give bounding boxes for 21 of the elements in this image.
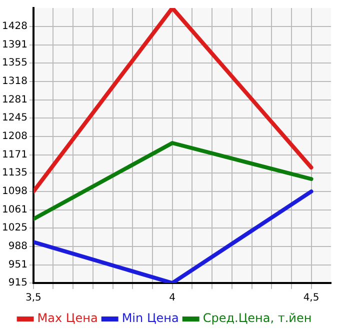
x-tick-label: 3,5 [25,292,42,304]
y-tick-label: 1208 [2,131,28,142]
x-tick-label: 4,5 [303,292,320,304]
y-tick-label: 951 [8,260,28,271]
y-tick-label: 1135 [2,168,28,179]
legend-label: Max Цена [37,311,98,326]
y-tick-label: 1171 [2,150,28,161]
legend-label: Сред.Цена, т.йен [202,311,312,326]
y-tick-label: 1355 [2,58,28,69]
y-tick-label: 1061 [2,204,28,216]
y-tick-label: 988 [8,241,28,252]
y-tick-label: 1318 [2,76,28,88]
y-tick-label: 1025 [2,222,28,234]
y-tick-label: 1281 [2,94,28,106]
y-tick-label: 1098 [2,186,28,198]
y-tick-label: 1245 [2,112,28,124]
y-tick-label: 1428 [2,21,28,32]
y-tick-label: 1391 [2,40,28,51]
legend-label: Min Цена [122,311,179,326]
y-tick-label: 915 [8,278,28,289]
x-tick-label: 4 [169,292,176,304]
